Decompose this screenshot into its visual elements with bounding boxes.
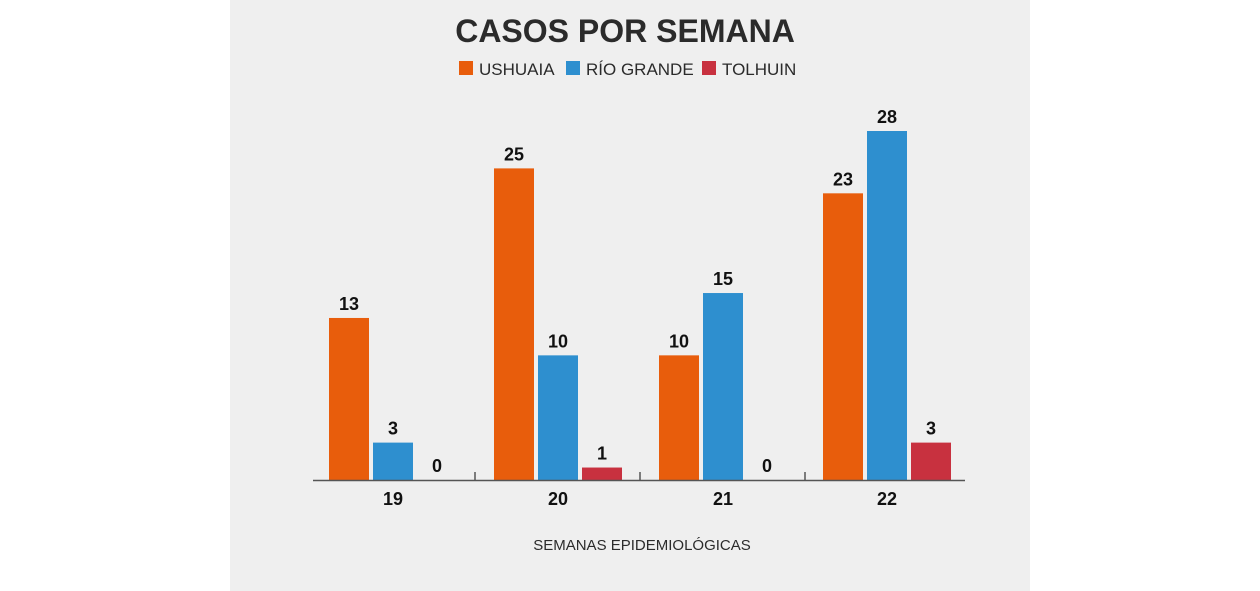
bar bbox=[538, 355, 578, 480]
x-axis-ticks bbox=[474, 472, 806, 481]
legend-label: TOLHUIN bbox=[722, 60, 796, 79]
bar bbox=[494, 168, 534, 480]
legend: USHUAIA RÍO GRANDE TOLHUIN bbox=[459, 60, 796, 79]
data-label: 0 bbox=[432, 456, 442, 476]
legend-label: USHUAIA bbox=[479, 60, 555, 79]
data-label: 3 bbox=[388, 419, 398, 439]
bar bbox=[911, 442, 951, 480]
data-label: 1 bbox=[597, 444, 607, 464]
data-label: 10 bbox=[669, 331, 689, 351]
bar bbox=[823, 193, 863, 481]
legend-swatch bbox=[566, 61, 580, 75]
x-tick-label: 20 bbox=[548, 489, 568, 509]
bars: 13 3 0 19 25 10 1 20 10 15 0 21 23 28 3 22 bbox=[329, 107, 951, 509]
legend-swatch bbox=[459, 61, 473, 75]
bar bbox=[582, 467, 622, 480]
data-label: 23 bbox=[833, 169, 853, 189]
legend-swatch bbox=[702, 61, 716, 75]
x-axis-label: SEMANAS EPIDEMIOLÓGICAS bbox=[533, 537, 751, 554]
bar bbox=[659, 355, 699, 480]
data-label: 15 bbox=[713, 269, 733, 289]
data-label: 13 bbox=[339, 294, 359, 314]
legend-label: RÍO GRANDE bbox=[586, 60, 694, 79]
x-tick-label: 19 bbox=[383, 489, 403, 509]
bar bbox=[373, 442, 413, 480]
x-tick-label: 22 bbox=[877, 489, 897, 509]
data-label: 0 bbox=[762, 456, 772, 476]
data-label: 3 bbox=[926, 419, 936, 439]
data-label: 25 bbox=[504, 144, 524, 164]
chart-title: CASOS POR SEMANA bbox=[455, 13, 795, 49]
x-tick-label: 21 bbox=[713, 489, 733, 509]
bar bbox=[703, 293, 743, 480]
bar bbox=[867, 131, 907, 480]
data-label: 28 bbox=[877, 107, 897, 127]
bar bbox=[329, 317, 369, 480]
data-label: 10 bbox=[548, 331, 568, 351]
